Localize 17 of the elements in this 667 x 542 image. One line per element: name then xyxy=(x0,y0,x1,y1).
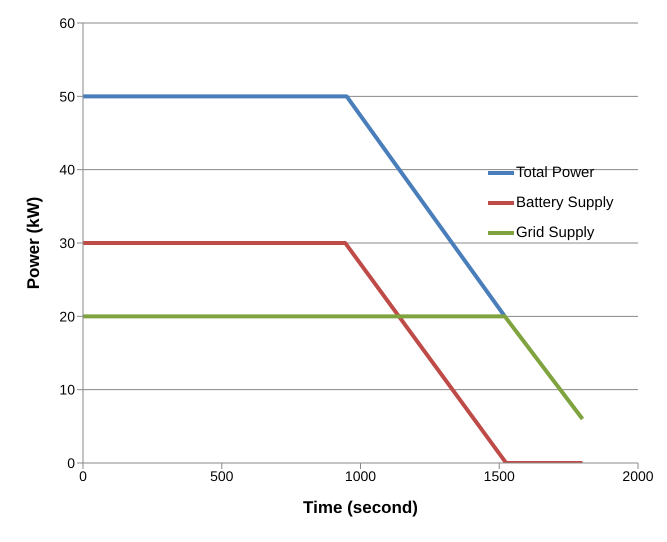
y-tick-label: 50 xyxy=(59,88,76,104)
legend-label: Battery Supply xyxy=(516,193,614,213)
x-tick-label: 500 xyxy=(210,468,234,484)
legend-label: Total Power xyxy=(516,163,594,183)
y-tick-label: 30 xyxy=(59,234,76,251)
y-tick-label: 10 xyxy=(59,382,76,398)
y-tick-label: 60 xyxy=(59,14,76,31)
x-tick-label: 1000 xyxy=(344,468,376,484)
x-tick-label: 2000 xyxy=(622,468,654,484)
x-axis-title: Time (second) xyxy=(303,498,418,517)
x-tick-label: 0 xyxy=(79,468,88,484)
y-axis-title: Power (kW) xyxy=(24,196,44,290)
y-tick-label: 40 xyxy=(59,162,76,178)
y-tick-label: 20 xyxy=(59,308,76,324)
x-tick-label: 1500 xyxy=(484,468,516,484)
legend-label: Grid Supply xyxy=(516,223,594,243)
y-tick-label: 0 xyxy=(67,454,76,471)
